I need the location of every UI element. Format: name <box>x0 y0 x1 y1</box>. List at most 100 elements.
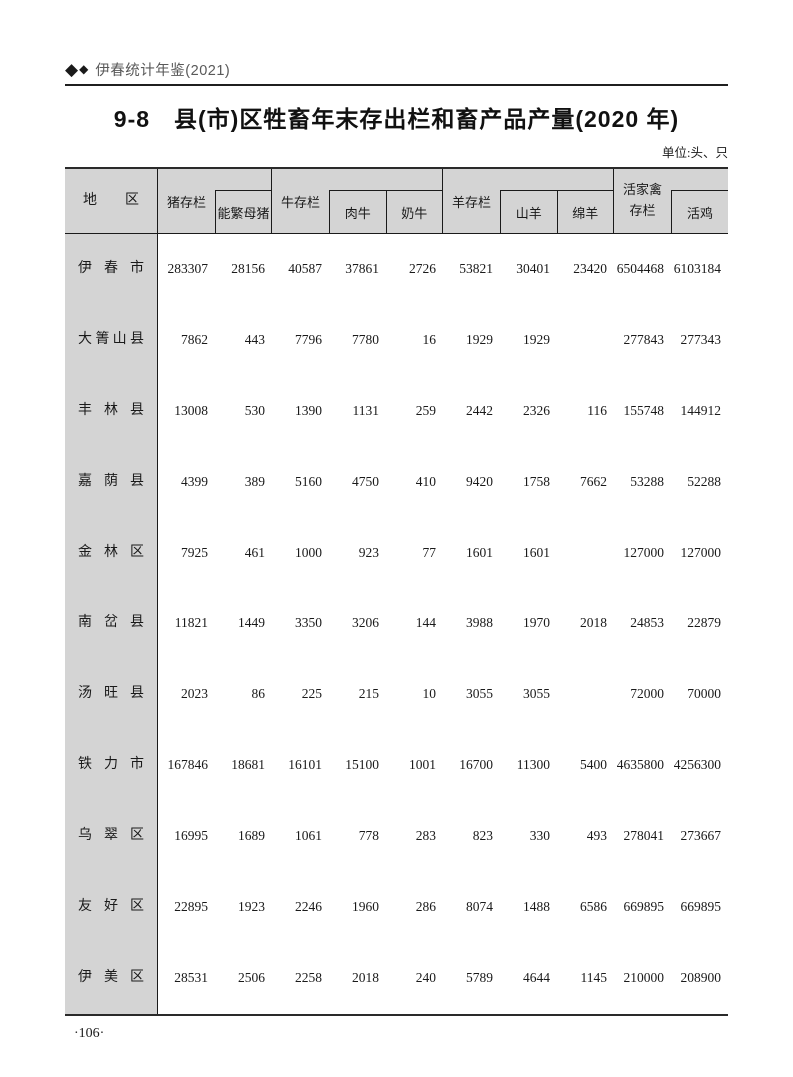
value-cell: 53821 <box>459 261 493 276</box>
table-body: 伊春市 283307 28156 40587 37861 2726 53821 30401 23… <box>65 234 728 1014</box>
value-cell: 1689 <box>238 828 265 844</box>
value-cell: 1601 <box>466 544 493 560</box>
livestock-table: 地区 猪存栏 能繁母猪 牛存栏 肉牛 奶牛 <box>65 167 728 1016</box>
header-group-cattle: 牛存栏 肉牛 奶牛 <box>272 169 443 233</box>
region-cell: 丰林县 <box>65 375 158 447</box>
table-row: 嘉荫县 4399 389 5160 4750 410 9420 1758 7662 53288 52… <box>65 446 728 518</box>
value-cell: 240 <box>415 969 436 985</box>
value-cell: 530 <box>244 402 265 418</box>
table-row: 铁力市 167846 18681 16101 15100 1001 16700 11300 54… <box>65 730 728 802</box>
column-header-goats: 山羊 <box>515 205 542 221</box>
value-cell: 2018 <box>352 969 379 985</box>
value-cell: 3350 <box>295 615 322 631</box>
value-cell: 1001 <box>409 757 436 773</box>
value-cell: 70000 <box>687 686 721 702</box>
region-cell: 金林区 <box>65 517 158 589</box>
page-title: 9-8 县(市)区牲畜年末存出栏和畜产品产量(2020 年) <box>113 106 680 132</box>
value-cell: 278041 <box>623 828 665 844</box>
value-cell: 461 <box>244 544 265 560</box>
value-cell: 144912 <box>680 402 722 418</box>
region-cell: 嘉荫县 <box>65 446 158 518</box>
table-row: 丰林县 13008 530 1390 1131 259 2442 2326 116 155748 1… <box>65 375 728 447</box>
header-group-sheep: 羊存栏 山羊 绵羊 <box>443 169 614 233</box>
running-head-text: 伊春统计年鉴(2021) <box>95 62 231 79</box>
value-cell: 167846 <box>167 757 209 773</box>
value-cell: 6103184 <box>673 261 721 276</box>
value-cell: 2246 <box>295 899 322 915</box>
value-cell: 7662 <box>580 473 607 489</box>
value-cell: 1601 <box>523 544 550 560</box>
table-row: 友好区 22895 1923 2246 1960 286 8074 1488 6586 66989… <box>65 872 728 943</box>
subheader-row: 能繁母猪 <box>215 190 271 233</box>
value-cell <box>557 305 614 376</box>
value-cell: 4635800 <box>616 757 664 773</box>
value-cell: 1758 <box>523 473 550 489</box>
value-cell: 778 <box>358 828 379 844</box>
header-group-poultry: 活家禽存栏 活鸡 <box>614 169 728 233</box>
region-column-header: 地区 <box>65 169 158 233</box>
column-header-pig-inventory: 猪存栏 <box>166 194 206 210</box>
table-row: 南岔县 11821 1449 3350 3206 144 3988 1970 2018 24853… <box>65 588 728 660</box>
value-cell: 53288 <box>630 473 664 489</box>
value-cell: 208900 <box>680 969 722 985</box>
value-cell: 410 <box>415 473 436 489</box>
value-cell: 215 <box>358 686 379 702</box>
table-row: 汤旺县 2023 86 225 215 10 3055 3055 72000 70000 <box>65 659 728 731</box>
value-cell: 6504468 <box>616 261 664 276</box>
value-cell: 823 <box>472 828 493 844</box>
value-cell: 72000 <box>630 686 664 702</box>
value-cell: 127000 <box>680 544 722 560</box>
value-cell: 22895 <box>174 899 208 915</box>
value-cell: 11300 <box>516 757 550 773</box>
unit-note: 单位:头、只 <box>662 146 728 160</box>
region-cell: 伊春市 <box>65 234 158 305</box>
table-header: 地区 猪存栏 能繁母猪 牛存栏 肉牛 奶牛 <box>65 169 728 234</box>
value-cell: 9420 <box>466 473 493 489</box>
region-cell: 南岔县 <box>65 588 158 660</box>
column-header-sheep-inventory: 羊存栏 <box>451 194 491 210</box>
value-cell: 5789 <box>466 969 493 985</box>
table-row: 伊春市 283307 28156 40587 37861 2726 53821 30401 23… <box>65 234 728 305</box>
value-cell: 1488 <box>523 899 550 915</box>
value-cell: 37861 <box>345 261 379 276</box>
value-cell: 1970 <box>523 615 550 631</box>
value-cell: 2726 <box>409 261 436 276</box>
value-cell: 11821 <box>174 615 208 631</box>
value-cell: 28156 <box>231 261 265 276</box>
value-cell: 18681 <box>231 757 265 773</box>
value-cell: 2258 <box>295 969 322 985</box>
value-cell: 4750 <box>352 473 379 489</box>
value-cell: 7780 <box>352 331 379 347</box>
value-cell <box>557 518 614 589</box>
value-cell: 389 <box>244 473 265 489</box>
header-rule <box>65 84 728 87</box>
diamond-icon: ◆ <box>65 59 79 79</box>
value-cell: 4399 <box>181 473 208 489</box>
column-header-poultry-inventory: 活家禽存栏 <box>622 182 662 218</box>
value-cell: 13008 <box>174 402 208 418</box>
value-cell: 23420 <box>573 261 607 276</box>
region-cell: 友好区 <box>65 872 158 943</box>
table-row: 伊美区 28531 2506 2258 2018 240 5789 4644 1145 21000… <box>65 942 728 1014</box>
region-cell: 伊美区 <box>65 942 158 1014</box>
running-head: ◆ ◆ 伊春统计年鉴(2021) <box>65 58 728 80</box>
value-cell: 1390 <box>295 402 322 418</box>
value-cell: 2326 <box>523 402 550 418</box>
value-cell: 1929 <box>523 331 550 347</box>
value-cell: 5400 <box>580 757 607 773</box>
value-cell: 4644 <box>523 969 550 985</box>
value-cell: 210000 <box>623 969 665 985</box>
region-cell: 汤旺县 <box>65 659 158 731</box>
value-cell: 283307 <box>167 261 209 276</box>
subheader-row: 山羊 绵羊 <box>500 190 613 233</box>
value-cell: 1061 <box>295 828 322 844</box>
value-cell: 3055 <box>466 686 493 702</box>
region-cell: 乌翠区 <box>65 801 158 873</box>
column-header-sheep: 绵羊 <box>556 191 614 233</box>
value-cell: 259 <box>415 402 436 418</box>
value-cell: 3055 <box>523 686 550 702</box>
value-cell: 4256300 <box>673 757 721 773</box>
value-cell: 28531 <box>174 969 208 985</box>
value-cell: 2018 <box>580 615 607 631</box>
value-cell: 6586 <box>580 899 607 915</box>
